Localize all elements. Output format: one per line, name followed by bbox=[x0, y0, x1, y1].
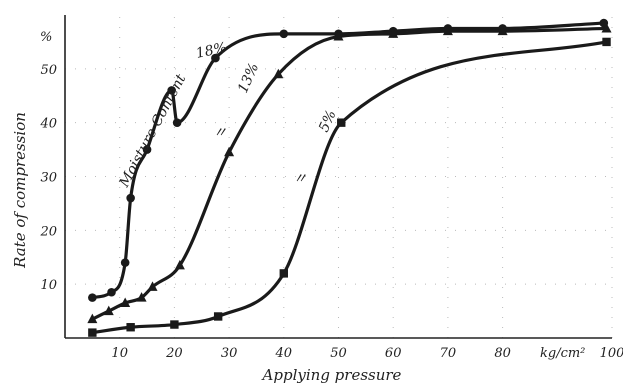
data-point bbox=[170, 320, 179, 329]
y-tick-label: 50 bbox=[40, 63, 57, 78]
data-point bbox=[120, 258, 130, 267]
data-point bbox=[273, 68, 284, 79]
axes bbox=[64, 15, 612, 339]
data-point bbox=[120, 297, 131, 308]
data-point bbox=[167, 86, 176, 95]
series-line-13pct bbox=[90, 26, 609, 321]
data-point bbox=[442, 25, 453, 36]
y-unit-label: % bbox=[40, 30, 52, 45]
ditto-mark-13: 〃 bbox=[213, 125, 227, 141]
data-point bbox=[337, 118, 346, 127]
data-point bbox=[601, 22, 612, 33]
y-axis-title: Rate of compression bbox=[11, 112, 29, 269]
data-point bbox=[147, 281, 158, 291]
data-point bbox=[279, 269, 288, 278]
y-tick-label: 20 bbox=[39, 224, 57, 239]
x-tick-label: 60 bbox=[385, 346, 402, 361]
x-tick-labels: 10 20 30 40 50 60 70 80 100 bbox=[111, 346, 623, 361]
series-curves bbox=[90, 21, 609, 335]
data-point bbox=[279, 29, 289, 39]
x-tick-label: 50 bbox=[330, 346, 347, 361]
data-point bbox=[602, 37, 611, 47]
data-point bbox=[126, 323, 135, 332]
moisture-content-label: Moisture Content bbox=[116, 71, 190, 190]
data-point bbox=[388, 28, 399, 38]
grid bbox=[65, 15, 613, 338]
data-point bbox=[88, 328, 97, 337]
data-point bbox=[107, 287, 116, 297]
data-point bbox=[87, 313, 98, 324]
y-tick-label: 10 bbox=[40, 278, 57, 293]
data-point bbox=[136, 292, 147, 302]
series-label-13: 13% bbox=[235, 61, 262, 96]
series-line-18pct bbox=[90, 21, 606, 300]
x-tick-label: 40 bbox=[275, 346, 293, 361]
x-tick-label: 10 bbox=[111, 346, 128, 361]
y-tick-label: 30 bbox=[40, 171, 57, 186]
data-point bbox=[142, 145, 152, 154]
x-tick-label: 30 bbox=[221, 346, 238, 361]
y-tick-label: 40 bbox=[39, 117, 57, 132]
series-line-5pct bbox=[90, 40, 609, 335]
data-point bbox=[174, 259, 185, 270]
x-tick-label: 70 bbox=[440, 346, 457, 361]
data-point bbox=[497, 25, 508, 36]
data-point bbox=[211, 53, 220, 63]
data-point bbox=[103, 305, 114, 316]
series-label-18: 18% bbox=[195, 40, 229, 62]
x-tick-label: 80 bbox=[494, 346, 511, 361]
data-point bbox=[213, 312, 223, 321]
data-point bbox=[224, 146, 235, 157]
ditto-mark-5: 〃 bbox=[293, 171, 307, 187]
data-point bbox=[126, 193, 135, 203]
x-unit-label: kg/cm² bbox=[540, 346, 585, 361]
data-point bbox=[172, 118, 182, 127]
x-axis-title: Applying pressure bbox=[261, 366, 402, 384]
data-point bbox=[333, 31, 344, 41]
y-tick-labels: 10 20 30 40 50 bbox=[39, 63, 57, 293]
series-markers bbox=[87, 18, 612, 337]
data-point bbox=[88, 293, 97, 302]
x-tick-label: 100 bbox=[600, 346, 623, 361]
x-tick-label: 20 bbox=[165, 346, 183, 361]
